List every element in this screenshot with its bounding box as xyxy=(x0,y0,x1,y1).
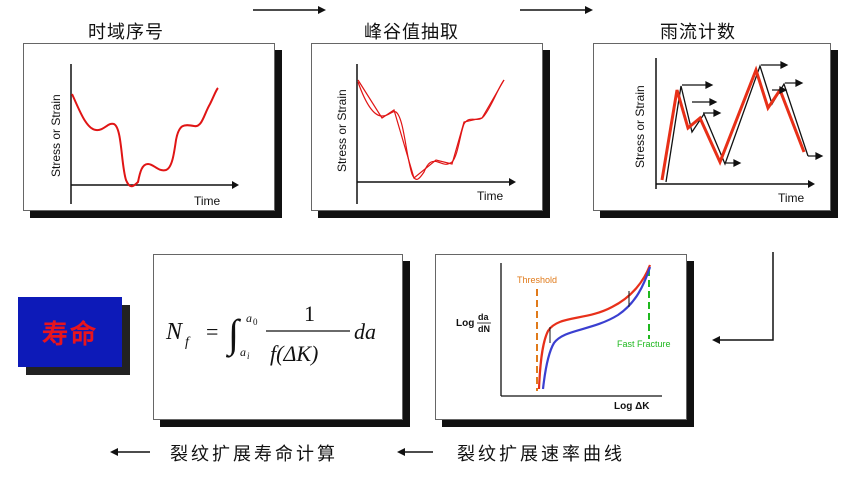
time-series-plot: Time Stress or Strain xyxy=(49,64,239,208)
fast-fracture-label: Fast Fracture xyxy=(617,339,671,349)
stress-signal-line xyxy=(71,87,219,188)
arrow-caption-left xyxy=(110,448,150,456)
x-axis-label: Time xyxy=(194,194,221,208)
formula-differential: da xyxy=(354,319,376,344)
formula-lower-limit-sub: i xyxy=(247,351,250,361)
x-axis-label: Log ΔK xyxy=(614,401,650,412)
life-formula: N f = ∫ a 0 a i 1 f(ΔK) da xyxy=(165,301,376,366)
step-title-peak-valley: 峰谷值抽取 xyxy=(364,22,459,43)
caption-growth-rate-curve: 裂纹扩展速率曲线 xyxy=(457,444,625,465)
y-axis-label: Stress or Strain xyxy=(633,85,647,168)
formula-equals: = xyxy=(206,319,218,344)
peak-valley-plot: Time Stress or Strain xyxy=(335,64,516,204)
rainflow-plot: Time Stress or Strain xyxy=(633,58,824,205)
threshold-label: Threshold xyxy=(517,275,557,285)
y-label-numerator: da xyxy=(478,312,489,322)
axes xyxy=(70,64,239,204)
axes xyxy=(356,64,516,204)
life-label: 寿命 xyxy=(41,319,98,350)
connector-rainflow-to-rate xyxy=(712,252,774,344)
caption-life-calculation: 裂纹扩展寿命计算 xyxy=(170,444,338,465)
formula-lower-limit: a xyxy=(240,345,246,359)
life-box: 寿命 xyxy=(18,297,122,367)
panel-time-series: Time Stress or Strain xyxy=(23,43,275,211)
y-axis-label: Stress or Strain xyxy=(49,94,63,177)
top-flow-arrows xyxy=(253,6,593,14)
formula-upper-limit-sub: 0 xyxy=(253,317,258,327)
x-axis-label: Time xyxy=(477,189,504,203)
panel-peak-valley: Time Stress or Strain xyxy=(311,43,543,211)
flow-arrow-1 xyxy=(253,6,326,14)
y-label-prefix: Log xyxy=(456,318,474,329)
y-label-denominator: dN xyxy=(478,324,490,334)
axes xyxy=(655,58,815,189)
rainflow-signal-line xyxy=(660,65,806,181)
formula-numerator: 1 xyxy=(304,301,315,326)
x-axis-label: Time xyxy=(778,191,805,205)
peak-valley-polyline xyxy=(357,79,505,180)
panel-life-formula: N f = ∫ a 0 a i 1 f(ΔK) da xyxy=(153,254,403,420)
axes xyxy=(500,263,662,397)
step-title-time-series: 时域序号 xyxy=(88,22,164,43)
formula-n: N xyxy=(165,319,184,345)
panel-crack-growth: Threshold Fast Fracture Log da dN Log ΔK xyxy=(435,254,687,420)
integral-sign: ∫ xyxy=(225,311,242,358)
formula-denominator: f(ΔK) xyxy=(270,341,318,366)
formula-upper-limit: a xyxy=(246,311,252,325)
step-title-rainflow: 雨流计数 xyxy=(660,22,736,43)
arrow-caption-right xyxy=(397,448,433,456)
flow-arrow-2 xyxy=(520,6,593,14)
crack-curve-red xyxy=(537,264,652,390)
crack-growth-plot: Threshold Fast Fracture Log da dN Log ΔK xyxy=(456,263,671,412)
y-axis-label: Stress or Strain xyxy=(335,89,349,172)
formula-n-subscript: f xyxy=(185,335,191,350)
crack-curve-blue xyxy=(541,266,652,390)
rainflow-cycle-arrows xyxy=(682,61,824,167)
panel-rainflow: Time Stress or Strain xyxy=(593,43,831,211)
original-signal-line xyxy=(357,79,505,180)
